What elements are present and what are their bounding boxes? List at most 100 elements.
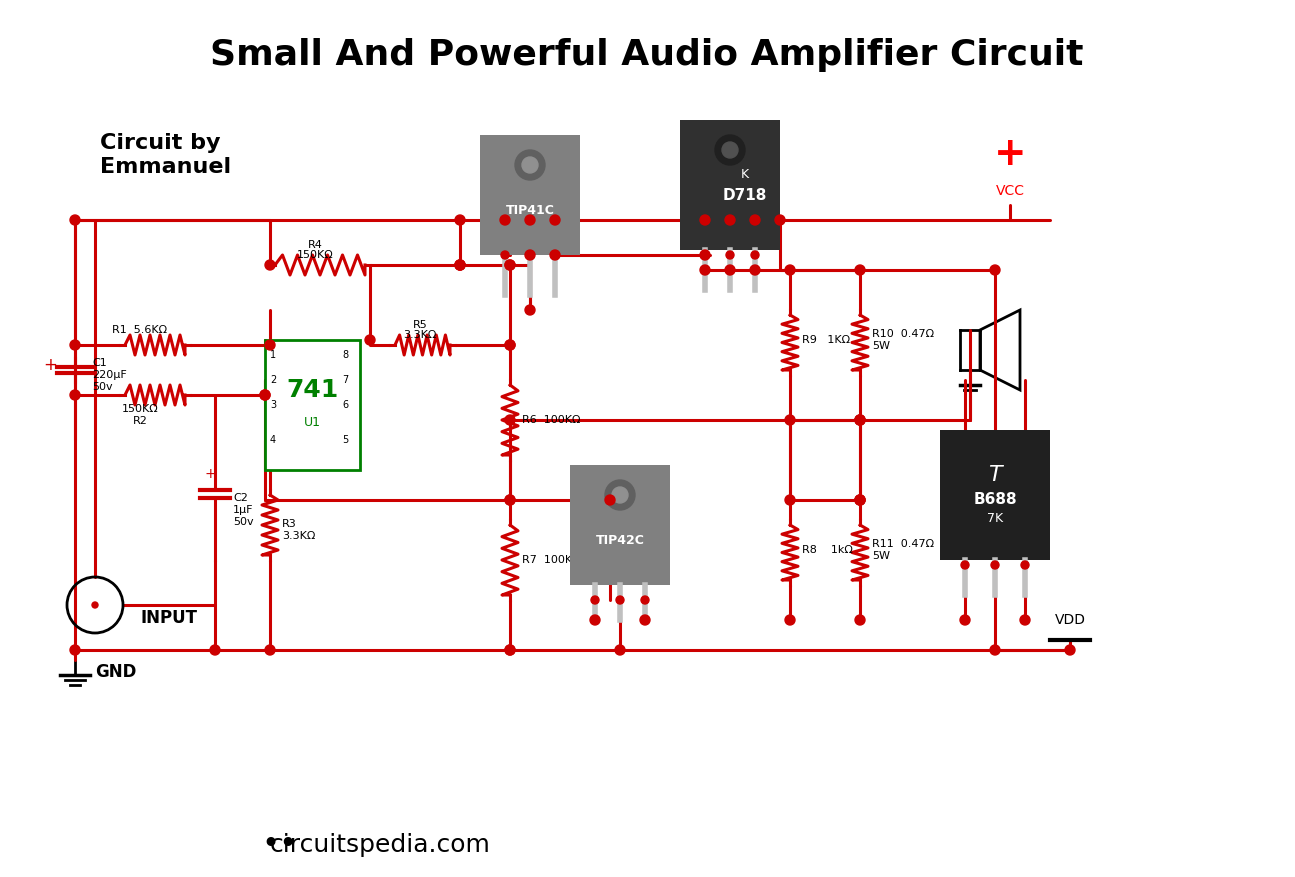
Text: 741: 741 [286, 378, 338, 402]
Circle shape [701, 265, 710, 275]
Text: U1: U1 [304, 417, 321, 430]
Circle shape [505, 495, 515, 505]
Text: GND: GND [95, 663, 136, 681]
Circle shape [989, 645, 1000, 655]
Circle shape [265, 645, 275, 655]
Text: 1: 1 [269, 350, 276, 360]
Circle shape [855, 495, 865, 505]
Circle shape [785, 265, 795, 275]
Circle shape [641, 596, 649, 604]
Circle shape [210, 645, 220, 655]
Circle shape [515, 150, 545, 180]
Text: C2
1μF
50v: C2 1μF 50v [233, 494, 254, 526]
Circle shape [524, 215, 535, 225]
Circle shape [455, 260, 465, 270]
Circle shape [785, 615, 795, 625]
Circle shape [725, 265, 736, 275]
Text: Small And Powerful Audio Amplifier Circuit: Small And Powerful Audio Amplifier Circu… [210, 38, 1084, 72]
Text: 3: 3 [269, 400, 276, 410]
Text: 5: 5 [342, 435, 348, 445]
Text: R1  5.6KΩ: R1 5.6KΩ [113, 325, 167, 335]
Text: VCC: VCC [996, 184, 1024, 198]
Circle shape [855, 495, 865, 505]
Circle shape [1064, 645, 1075, 655]
Circle shape [70, 215, 80, 225]
Circle shape [640, 615, 650, 625]
Circle shape [505, 415, 515, 425]
Circle shape [701, 250, 710, 260]
Circle shape [550, 250, 559, 260]
Text: R9   1KΩ: R9 1KΩ [802, 335, 850, 345]
Circle shape [70, 340, 80, 350]
Text: VDD: VDD [1054, 613, 1085, 627]
Text: +: + [205, 467, 216, 481]
Text: 150KΩ: 150KΩ [297, 250, 333, 260]
Text: R8    1kΩ: R8 1kΩ [802, 545, 853, 555]
Circle shape [855, 615, 865, 625]
Circle shape [855, 265, 865, 275]
Circle shape [260, 390, 269, 400]
Circle shape [855, 415, 865, 425]
Text: 4: 4 [269, 435, 276, 445]
Circle shape [774, 215, 785, 225]
Circle shape [500, 215, 510, 225]
Circle shape [605, 495, 615, 505]
Bar [265, 340, 360, 470]
Text: TIP41C: TIP41C [505, 203, 554, 217]
Circle shape [785, 415, 795, 425]
Circle shape [260, 390, 269, 400]
Text: B688: B688 [973, 493, 1017, 508]
Circle shape [855, 415, 865, 425]
Circle shape [505, 645, 515, 655]
Circle shape [750, 265, 760, 275]
Circle shape [616, 596, 624, 604]
Text: +: + [993, 135, 1027, 173]
Text: D718: D718 [723, 188, 767, 203]
Text: R11  0.47Ω
5W: R11 0.47Ω 5W [872, 539, 934, 560]
Circle shape [723, 142, 738, 158]
Circle shape [591, 596, 600, 604]
Text: 2: 2 [269, 375, 276, 385]
Bar [680, 120, 780, 250]
Text: 6: 6 [342, 400, 348, 410]
Text: INPUT: INPUT [140, 609, 197, 627]
Text: R6  100KΩ: R6 100KΩ [522, 415, 580, 425]
Circle shape [501, 251, 509, 259]
Circle shape [70, 390, 80, 400]
Circle shape [92, 602, 98, 608]
Circle shape [505, 260, 515, 270]
Text: circuitspedia.com: circuitspedia.com [269, 833, 491, 857]
Text: +: + [43, 356, 57, 374]
Text: TIP42C: TIP42C [596, 533, 645, 546]
Circle shape [550, 215, 559, 225]
Circle shape [725, 215, 736, 225]
Circle shape [989, 265, 1000, 275]
Circle shape [991, 561, 998, 569]
Circle shape [855, 415, 865, 425]
Circle shape [613, 487, 628, 503]
Circle shape [526, 251, 534, 259]
Circle shape [605, 480, 635, 510]
Circle shape [455, 260, 465, 270]
Text: R3
3.3KΩ: R3 3.3KΩ [282, 519, 316, 541]
Circle shape [265, 340, 275, 350]
Circle shape [505, 495, 515, 505]
Bar [480, 135, 580, 255]
Bar [940, 430, 1050, 560]
Circle shape [365, 335, 376, 345]
Text: R4: R4 [308, 240, 322, 250]
Circle shape [1020, 615, 1030, 625]
Text: 8: 8 [342, 350, 348, 360]
Text: R10  0.47Ω
5W: R10 0.47Ω 5W [872, 329, 934, 351]
Circle shape [726, 251, 734, 259]
Text: K: K [741, 168, 749, 182]
Circle shape [750, 215, 760, 225]
Circle shape [855, 495, 865, 505]
Circle shape [455, 215, 465, 225]
Text: R5: R5 [413, 320, 427, 330]
Circle shape [1020, 561, 1030, 569]
Text: 7: 7 [342, 375, 348, 385]
Circle shape [70, 645, 80, 655]
Circle shape [715, 135, 745, 165]
Circle shape [751, 251, 759, 259]
